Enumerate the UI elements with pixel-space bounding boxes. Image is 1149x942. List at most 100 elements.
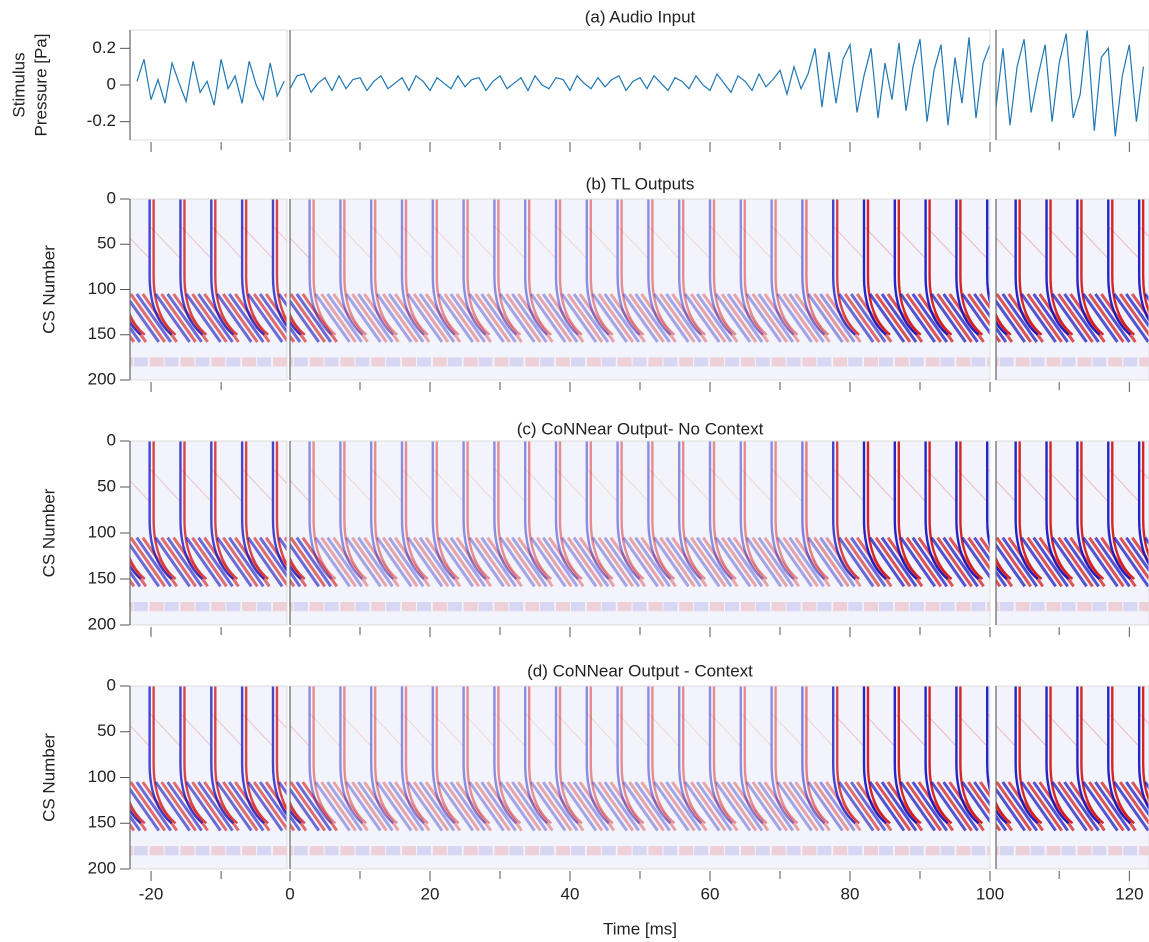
texture	[971, 357, 986, 367]
texture	[277, 293, 287, 308]
texture	[524, 199, 548, 336]
texture	[864, 357, 878, 367]
texture	[1014, 686, 1039, 825]
texture	[819, 781, 856, 832]
texture	[589, 199, 614, 336]
texture	[1107, 441, 1132, 580]
texture	[216, 781, 253, 832]
y-axis-label: Stimulus	[9, 52, 28, 117]
texture	[290, 237, 310, 259]
texture	[732, 536, 770, 588]
texture	[880, 536, 918, 588]
texture	[832, 441, 856, 580]
texture	[400, 441, 425, 580]
texture	[547, 781, 585, 832]
texture	[659, 293, 696, 343]
panel-title: (c) CoNNear Output- No Context	[517, 419, 764, 438]
texture	[505, 781, 542, 832]
texture	[1026, 293, 1063, 343]
segment	[996, 686, 1149, 869]
texture	[432, 713, 464, 746]
texture	[228, 536, 265, 588]
texture	[468, 536, 505, 588]
texture	[648, 468, 679, 502]
texture	[1026, 781, 1063, 832]
texture	[554, 686, 579, 825]
texture	[148, 199, 173, 336]
texture	[671, 293, 708, 343]
texture	[1131, 293, 1149, 321]
texture	[241, 468, 273, 502]
texture	[406, 536, 444, 588]
texture	[180, 846, 195, 856]
texture	[708, 441, 733, 580]
texture	[709, 713, 741, 746]
texture	[195, 846, 210, 856]
texture	[312, 441, 337, 580]
texture	[462, 686, 487, 825]
texture	[617, 468, 648, 502]
texture	[996, 357, 999, 367]
texture	[1063, 293, 1100, 343]
texture	[195, 602, 210, 612]
texture	[757, 536, 795, 588]
texture	[894, 602, 909, 612]
texture	[556, 357, 570, 367]
texture	[1030, 357, 1045, 367]
texture	[648, 357, 663, 367]
texture	[695, 781, 733, 832]
texture	[678, 713, 710, 746]
texture	[801, 686, 826, 825]
texture	[832, 199, 856, 336]
texture	[183, 441, 208, 580]
texture	[996, 569, 1008, 588]
texture	[290, 311, 306, 336]
segment	[88, 686, 287, 869]
texture	[258, 293, 287, 335]
texture	[393, 781, 431, 832]
texture	[499, 536, 536, 588]
texture	[130, 555, 146, 580]
texture	[1111, 441, 1136, 580]
texture	[375, 536, 413, 588]
texture	[894, 846, 909, 856]
texture	[996, 325, 1008, 343]
texture	[494, 713, 525, 746]
texture	[524, 713, 556, 746]
texture	[412, 536, 450, 588]
texture	[257, 602, 272, 612]
texture	[683, 536, 721, 588]
texture	[874, 293, 912, 343]
texture	[455, 536, 493, 588]
texture	[88, 686, 110, 823]
texture	[211, 357, 226, 367]
texture	[332, 293, 369, 343]
texture	[925, 846, 940, 856]
texture	[197, 293, 234, 343]
texture	[832, 225, 864, 259]
texture	[571, 602, 585, 612]
texture	[961, 293, 990, 336]
texture	[1049, 441, 1074, 580]
texture	[432, 602, 447, 612]
texture	[586, 357, 601, 367]
y-tick-label: 100	[88, 279, 116, 298]
texture	[314, 293, 351, 343]
texture	[679, 846, 694, 856]
texture	[339, 441, 364, 580]
texture	[431, 441, 456, 580]
texture	[911, 293, 949, 343]
texture	[314, 536, 351, 588]
texture	[751, 536, 789, 588]
texture	[148, 441, 173, 580]
texture	[940, 846, 955, 856]
texture	[493, 686, 518, 825]
texture	[130, 564, 142, 580]
texture	[679, 357, 694, 367]
texture	[566, 536, 604, 588]
texture	[956, 357, 971, 367]
texture	[517, 293, 554, 343]
texture	[647, 199, 672, 336]
texture	[894, 225, 926, 259]
texture	[1020, 293, 1057, 343]
